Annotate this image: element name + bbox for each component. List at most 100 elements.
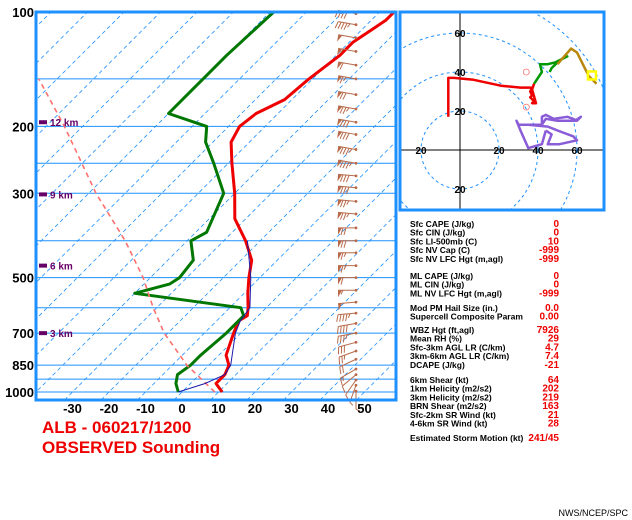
barb-station [354,63,358,67]
isotherm [137,140,396,400]
barb-station [354,199,358,203]
barb-feather [346,107,350,112]
temperature-profile [214,12,396,393]
storm-motion-marker [586,70,598,81]
barb-feather [339,366,342,375]
param-value: 163 [542,401,559,412]
barb-feather [345,186,350,195]
param-label: WBZ Hgt (ft,agl) [410,325,474,335]
wind-barb [337,340,358,355]
barb-station [354,349,358,353]
param-label: Mean RH (%) [410,334,462,344]
hodo-ring-label: 60 [571,146,583,157]
barb-station [354,276,358,280]
hodo_low-trace [447,76,538,117]
barb-feather [345,394,349,399]
station-title: ALB - 060217/1200 [42,418,191,437]
param-label: Estimated Storm Motion (kt) [410,433,524,443]
param-label: BRN Shear (m2/s2) [410,401,487,411]
param-value: 0 [553,280,559,291]
barb-station [354,300,358,304]
pressure-tick: 700 [12,326,34,341]
height-tick [39,331,47,336]
wind-barb [338,288,358,298]
barb-pennant [338,227,342,235]
param-label: 6km Shear (kt) [410,375,469,385]
barb-feather [342,120,347,128]
wind-barb [337,331,358,344]
barb-station [354,50,358,53]
barb-station [354,133,358,136]
barb-pennant [337,91,343,99]
barb-feather [340,227,344,236]
barb-feather [345,313,348,322]
pressure-tick: 500 [12,271,34,286]
barb-pennant [337,62,343,69]
param-value: 0.0 [545,303,559,314]
barb-feather [343,240,347,248]
barb-pennant [338,277,342,285]
barb-feather [342,107,347,115]
barb-feather [336,314,339,322]
barb-staff [338,332,357,337]
height-label: 6 km [50,262,73,273]
barb-staff [338,91,357,96]
param-value: 202 [542,384,559,395]
barb-feather [343,265,347,270]
temperature-tick: 10 [211,401,225,416]
barb-feather [339,119,344,127]
temperature-tick: 20 [248,401,262,416]
param-value: 7926 [537,325,560,336]
param-value: 64 [548,375,560,386]
temperature-tick: 30 [284,401,298,416]
param-value: 0 [553,228,559,239]
sounding-type-title: OBSERVED Sounding [42,438,220,457]
barb-feather [339,377,343,386]
pressure-tick: 100 [12,5,34,20]
barb-pennant [338,303,343,311]
barb-station [354,239,358,243]
barb-feather [343,252,347,257]
barb-feather [341,365,345,373]
param-label: Supercell Composite Param [410,312,523,322]
temperature-tick: 0 [178,401,185,416]
temperature-tick: 50 [357,401,371,416]
barb-staff [338,75,357,80]
hodo_upper-trace [515,113,583,150]
barb-staff [338,185,357,189]
isotherm [246,250,396,400]
wind-barb [337,34,358,42]
barb-feather [343,22,348,30]
barb-station [354,389,358,393]
barb-station [354,226,358,230]
wind-barb [341,373,358,394]
wind-barb [345,378,358,399]
hodo-ring-label: 40 [532,146,544,157]
wind-barb [337,130,358,140]
barb-feather [347,23,351,28]
barb-pennant [337,160,343,167]
barb-feather [348,148,353,153]
barb-station [354,36,358,40]
barb-pennant [338,290,342,298]
barb-feather [345,324,348,333]
wind-barb [337,145,358,156]
parameter-table: Sfc CAPE (J/kg) 0 Sfc CIN (J/kg) 0 Sfc LI-50… [410,219,559,444]
hodo-ring [400,71,539,210]
barb-feather [340,48,344,54]
barb-station [354,23,358,27]
isotherm [36,12,271,247]
barb-station [354,340,358,344]
param-value: 10 [548,236,560,247]
virtual_temp-profile [178,240,252,393]
barb-staff [345,379,357,396]
temperature-tick: 40 [321,401,335,416]
barb-feather [339,325,342,334]
barb-feather [339,146,344,154]
barb-pennant [337,75,343,83]
barb-feather [342,200,347,208]
pressure-tick: 300 [12,186,34,201]
wind-barb [337,199,358,208]
barb-station [354,373,358,377]
isotherm [36,12,344,320]
